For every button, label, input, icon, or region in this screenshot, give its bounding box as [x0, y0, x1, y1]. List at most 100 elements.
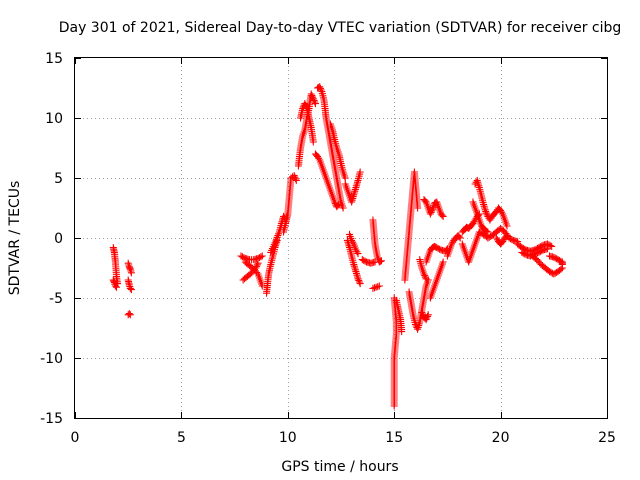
x-tick-label: 20	[492, 430, 510, 446]
data-point	[484, 228, 492, 236]
data-point	[335, 200, 343, 208]
data-point	[253, 261, 261, 269]
data-point	[316, 83, 324, 91]
data-point	[422, 275, 430, 283]
data-point	[543, 245, 551, 253]
y-tick-label: -10	[40, 351, 63, 367]
data-point	[423, 314, 431, 322]
y-tick-label: 15	[45, 51, 63, 67]
data-point	[127, 286, 135, 294]
data-point	[334, 202, 342, 210]
x-tick-label: 15	[385, 430, 403, 446]
data-point	[354, 250, 362, 258]
x-tick-label: 10	[279, 430, 297, 446]
data-point	[482, 208, 490, 216]
data-point	[356, 168, 364, 176]
data-point	[356, 280, 364, 288]
x-tick-label: 25	[598, 430, 616, 446]
y-tick-label: -15	[40, 411, 63, 427]
data-point	[371, 284, 379, 292]
data-point	[421, 273, 429, 281]
data-point	[375, 282, 383, 290]
data-point	[257, 253, 265, 261]
data-point	[309, 138, 317, 146]
data-point	[376, 257, 384, 265]
data-point	[302, 103, 310, 111]
data-point	[421, 272, 429, 280]
data-point	[307, 90, 315, 98]
data-point	[419, 310, 427, 318]
data-point	[455, 233, 463, 241]
data-point	[127, 269, 135, 277]
data-point	[439, 258, 447, 266]
data-points	[109, 83, 566, 410]
data-point	[390, 402, 398, 410]
data-point	[482, 209, 490, 217]
data-point	[398, 328, 406, 336]
data-point	[372, 283, 380, 291]
data-point	[311, 100, 319, 108]
data-point	[503, 232, 511, 240]
data-point	[355, 276, 363, 284]
y-tick-label: 10	[45, 111, 63, 127]
data-point	[377, 257, 385, 265]
data-point	[426, 210, 434, 218]
data-point	[439, 212, 447, 220]
grid-lines	[75, 58, 607, 418]
axis-ticks	[75, 58, 608, 419]
data-point	[126, 284, 134, 292]
data-point	[420, 270, 428, 278]
data-point	[310, 96, 318, 104]
data-point	[126, 311, 134, 319]
data-point	[292, 176, 300, 184]
data-point	[292, 175, 300, 183]
data-point	[414, 204, 422, 212]
y-tick-label: 5	[54, 171, 63, 187]
data-point	[112, 283, 120, 291]
data-point	[503, 222, 511, 230]
data-point	[502, 233, 510, 241]
data-point	[258, 252, 266, 260]
y-tick-labels: -15 -10 -5 0 5 10 15	[40, 51, 63, 427]
data-point	[374, 283, 382, 291]
data-point	[316, 84, 324, 92]
y-tick-label: 0	[54, 231, 63, 247]
data-point	[308, 92, 316, 100]
data-point	[548, 242, 556, 250]
data-point	[355, 278, 363, 286]
data-point	[558, 260, 566, 268]
data-point	[424, 311, 432, 319]
data-point	[309, 95, 317, 103]
data-point	[309, 93, 317, 101]
data-point	[456, 234, 464, 242]
data-point	[354, 275, 362, 283]
x-axis-label: GPS time / hours	[281, 459, 398, 475]
data-point	[311, 98, 319, 106]
data-point	[125, 310, 133, 318]
y-axis-label: SDTVAR / TECUs	[7, 181, 23, 296]
data-point	[418, 308, 426, 316]
data-point	[424, 312, 432, 320]
data-point	[302, 101, 310, 109]
data-point	[427, 208, 435, 216]
data-point	[290, 172, 298, 180]
data-point	[369, 284, 377, 292]
data-point	[438, 211, 446, 219]
x-tick-label: 5	[177, 430, 186, 446]
data-point	[301, 100, 309, 108]
data-point	[254, 259, 262, 267]
data-point	[331, 198, 339, 206]
x-tick-label: 0	[71, 430, 80, 446]
data-point	[253, 268, 261, 276]
chart-title: Day 301 of 2021, Sidereal Day-to-day VTE…	[59, 20, 622, 36]
x-tick-labels: 0 5 10 15 20 25	[71, 430, 616, 446]
y-tick-label: -5	[49, 291, 63, 307]
data-point	[317, 86, 325, 94]
data-point	[422, 316, 430, 324]
data-point	[341, 174, 349, 182]
data-point	[557, 265, 565, 273]
plot-frame	[74, 57, 608, 419]
data-point	[421, 197, 429, 205]
data-point	[339, 204, 347, 212]
